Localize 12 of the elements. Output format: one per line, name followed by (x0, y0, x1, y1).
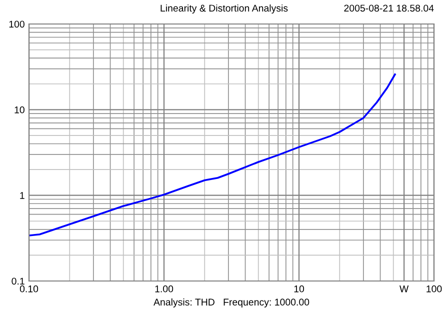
text: 2005-08-21 18.58.04 (344, 4, 434, 12)
x-tick-label: 100 (426, 285, 442, 292)
x-tick-label: 1.00 (155, 285, 174, 292)
x-axis-title: Analysis: THD Frequency: 1000.00 (154, 298, 310, 308)
x-tick-label: W (400, 286, 409, 292)
x-tick-label: 10 (294, 285, 304, 292)
y-tick-label: 10 (14, 106, 24, 114)
y-tick-label: 100 (9, 20, 24, 28)
y-tick-label: 1 (20, 192, 24, 199)
y-tick-label: 0.1 (12, 278, 24, 285)
x-tick-label: 0.10 (20, 285, 38, 292)
chart-title: Linearity & Distortion Analysis (160, 4, 288, 14)
